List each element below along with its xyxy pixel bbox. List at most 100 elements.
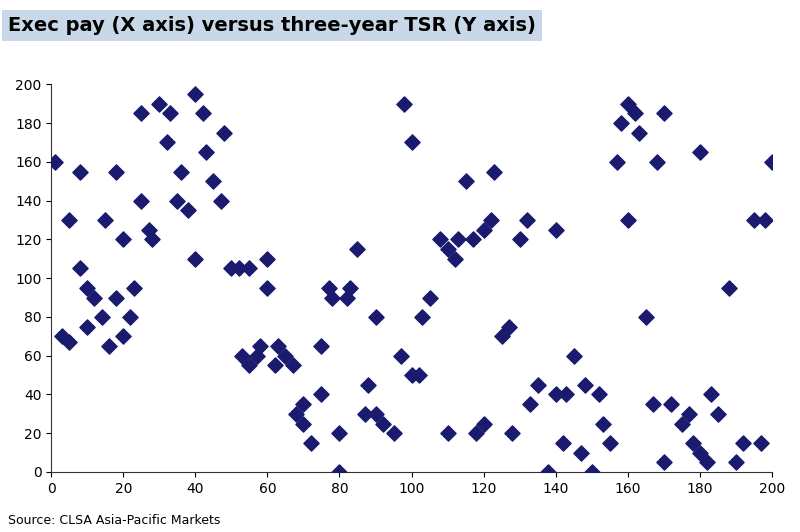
Point — [261, 284, 274, 292]
Point — [135, 109, 148, 118]
Point — [567, 352, 580, 360]
Point — [441, 429, 454, 437]
Point — [394, 352, 407, 360]
Point — [128, 284, 141, 292]
Point — [737, 439, 750, 447]
Point — [297, 419, 310, 428]
Point — [333, 468, 346, 476]
Point — [49, 157, 62, 166]
Point — [495, 332, 508, 340]
Point — [243, 264, 256, 273]
Point — [398, 99, 410, 108]
Point — [250, 352, 263, 360]
Point — [189, 254, 202, 263]
Point — [574, 448, 587, 457]
Point — [758, 216, 771, 225]
Point — [362, 380, 374, 389]
Point — [63, 338, 76, 346]
Point — [658, 109, 670, 118]
Point — [142, 226, 155, 234]
Point — [102, 342, 115, 350]
Point — [675, 419, 688, 428]
Point — [766, 157, 778, 166]
Point — [376, 419, 389, 428]
Point — [747, 216, 760, 225]
Point — [351, 245, 364, 253]
Point — [182, 206, 194, 214]
Point — [694, 148, 706, 156]
Point — [694, 448, 706, 457]
Point — [124, 313, 137, 321]
Point — [243, 361, 256, 370]
Point — [639, 313, 652, 321]
Point — [478, 419, 490, 428]
Point — [174, 167, 187, 176]
Point — [730, 458, 742, 467]
Point — [286, 361, 299, 370]
Point — [387, 429, 400, 437]
Point — [207, 177, 220, 186]
Point — [268, 361, 281, 370]
Point — [441, 245, 454, 253]
Point — [586, 468, 598, 476]
Point — [502, 322, 515, 331]
Point — [470, 429, 483, 437]
Point — [290, 410, 302, 418]
Point — [369, 410, 382, 418]
Point — [682, 410, 695, 418]
Point — [629, 109, 642, 118]
Point — [531, 380, 544, 389]
Point — [110, 293, 122, 302]
Point — [74, 167, 86, 176]
Point — [117, 235, 130, 244]
Point — [658, 458, 670, 467]
Point — [557, 439, 570, 447]
Point — [189, 90, 202, 98]
Point — [135, 196, 148, 205]
Point — [405, 138, 418, 147]
Point — [81, 284, 94, 292]
Point — [423, 293, 436, 302]
Point — [632, 129, 645, 137]
Point — [478, 226, 490, 234]
Point — [722, 284, 735, 292]
Point — [506, 429, 519, 437]
Point — [665, 400, 678, 409]
Point — [646, 400, 659, 409]
Point — [369, 313, 382, 321]
Point — [452, 235, 465, 244]
Point — [614, 119, 627, 127]
Point — [578, 380, 591, 389]
Point — [81, 322, 94, 331]
Point — [412, 371, 425, 379]
Point — [88, 293, 101, 302]
Point — [704, 390, 717, 398]
Point — [448, 254, 461, 263]
Point — [200, 148, 213, 156]
Point — [146, 235, 158, 244]
Point — [304, 439, 317, 447]
Point — [344, 284, 357, 292]
Point — [225, 264, 238, 273]
Point — [236, 352, 249, 360]
Point — [153, 99, 166, 108]
Point — [272, 342, 285, 350]
Point — [218, 129, 230, 137]
Point — [514, 235, 526, 244]
Point — [686, 439, 699, 447]
Point — [542, 468, 555, 476]
Point — [434, 235, 446, 244]
Point — [340, 293, 353, 302]
Point — [110, 167, 122, 176]
Text: Exec pay (X axis) versus three-year TSR (Y axis): Exec pay (X axis) versus three-year TSR … — [8, 16, 536, 35]
Point — [416, 313, 429, 321]
Point — [171, 196, 184, 205]
Point — [521, 216, 534, 225]
Point — [254, 342, 266, 350]
Point — [596, 419, 609, 428]
Point — [232, 264, 245, 273]
Point — [99, 216, 112, 225]
Point — [358, 410, 371, 418]
Point — [485, 216, 498, 225]
Point — [56, 332, 69, 340]
